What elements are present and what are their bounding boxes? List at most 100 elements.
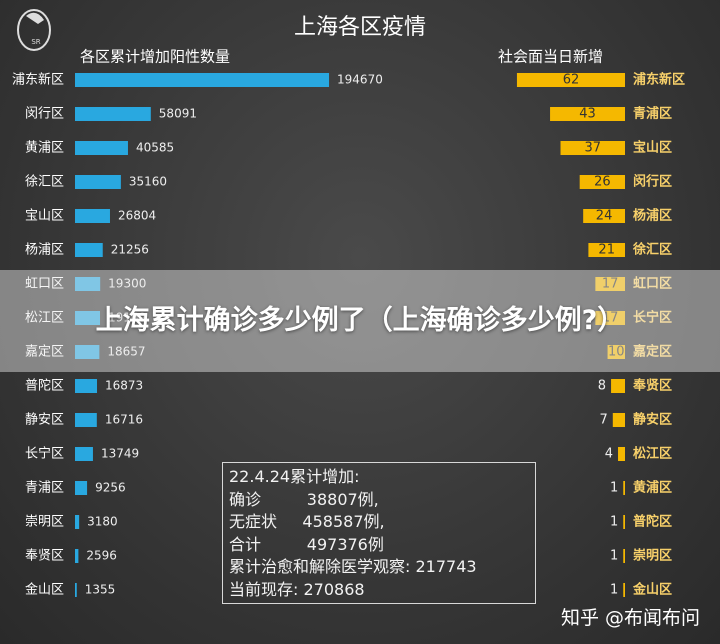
summary-line: 22.4.24累计增加: [229, 467, 360, 486]
category-label: 松江区 [25, 311, 64, 326]
value-label: 1 [610, 549, 618, 564]
bar [595, 311, 625, 325]
category-label: 长宁区 [25, 446, 64, 462]
category-label: 奉贤区 [25, 549, 64, 564]
value-label: 62 [563, 73, 580, 88]
value-label: 4 [605, 447, 613, 462]
bar [75, 345, 100, 359]
summary-line: 合计 497376例 [229, 534, 384, 554]
bar [623, 583, 625, 597]
bar [75, 141, 128, 155]
bar [595, 277, 625, 291]
category-label: 徐汇区 [632, 242, 672, 258]
category-label: 黄浦区 [633, 480, 672, 496]
category-label: 奉贤区 [632, 378, 672, 394]
bar [75, 515, 80, 529]
bar [612, 413, 625, 427]
category-label: 崇明区 [633, 548, 672, 564]
bar [623, 549, 625, 563]
left-chart-title: 各区累计增加阳性数量 [80, 48, 230, 66]
value-label: 194670 [337, 73, 383, 87]
category-label: 青浦区 [633, 106, 672, 122]
bar [75, 481, 88, 495]
category-label: 嘉定区 [632, 344, 672, 360]
summary-line: 当前现存: 270868 [229, 579, 365, 599]
category-label: 静安区 [25, 413, 64, 428]
banner: 上海累计确诊多少例了（上海确诊多少例?） [0, 270, 720, 372]
bar [75, 175, 121, 189]
value-label: 17 [602, 311, 619, 326]
value-label: 21256 [111, 243, 149, 257]
banner-text: 上海累计确诊多少例了（上海确诊多少例?） [95, 305, 625, 336]
category-label: 崇明区 [25, 515, 64, 530]
value-label: 8 [598, 379, 606, 394]
bar [75, 73, 330, 87]
value-label: 26804 [118, 209, 156, 223]
bar [611, 379, 625, 393]
bar [75, 209, 110, 223]
bar [618, 447, 625, 461]
category-label: 普陀区 [25, 378, 64, 394]
value-label: 17 [602, 277, 619, 292]
summary-line: 累计治愈和解除医学观察: 217743 [229, 557, 477, 577]
bar [75, 379, 98, 393]
category-label: 静安区 [633, 412, 672, 428]
category-label: 嘉定区 [25, 345, 64, 360]
bar [588, 243, 625, 257]
category-label: 闵行区 [633, 174, 672, 190]
bar [75, 243, 103, 257]
title: 上海各区疫情 [294, 15, 426, 40]
category-label: 徐汇区 [25, 175, 64, 190]
bar [75, 413, 97, 427]
value-label: 1 [610, 583, 618, 598]
watermark: 知乎 @布闻布问 [560, 607, 700, 629]
category-label: 浦东新区 [633, 72, 685, 88]
value-label: 2596 [86, 549, 117, 563]
value-label: 40585 [136, 141, 174, 155]
category-label: 青浦区 [25, 481, 64, 496]
right-chart-title: 社会面当日新增 [498, 48, 603, 66]
value-label: 1 [610, 515, 618, 530]
bar [75, 583, 77, 597]
bar [560, 141, 625, 155]
category-label: 虹口区 [633, 276, 672, 292]
logo: SR [17, 9, 51, 51]
value-label: 13749 [101, 447, 139, 461]
value-label: 35160 [129, 175, 167, 189]
value-label: 7 [600, 413, 608, 428]
bar [516, 73, 625, 87]
bar [607, 345, 625, 359]
value-label: 21 [598, 243, 615, 258]
bar [583, 209, 625, 223]
bar [550, 107, 625, 121]
value-label: 1 [610, 481, 618, 496]
bar [579, 175, 625, 189]
category-label: 杨浦区 [633, 208, 672, 224]
summary-line: 确诊 38807例, [229, 489, 379, 509]
value-label: 16873 [105, 379, 143, 393]
value-label: 16716 [105, 413, 143, 427]
bar [75, 277, 101, 291]
bar [75, 311, 101, 325]
category-label: 松江区 [633, 446, 672, 462]
category-label: 虹口区 [25, 277, 64, 292]
summary-line: 无症状 458587例, [229, 512, 385, 532]
category-label: 长宁区 [633, 310, 672, 326]
category-label: 宝山区 [633, 140, 672, 156]
category-label: 宝山区 [25, 209, 64, 224]
value-label: 37 [584, 141, 601, 156]
summary-box: 22.4.24累计增加: 确诊 38807例, 无症状 458587例, 合计 497… [222, 462, 536, 604]
value-label: 10 [608, 345, 625, 360]
value-label: 3180 [87, 515, 118, 529]
value-label: 9256 [95, 481, 126, 495]
logo-text: SR [31, 38, 40, 46]
category-label: 杨浦区 [25, 243, 64, 258]
bar [75, 549, 79, 563]
value-label: 1355 [85, 583, 116, 597]
value-label: 24 [596, 209, 613, 224]
value-label: 19300 [108, 277, 146, 291]
category-label: 黄浦区 [25, 141, 64, 156]
category-label: 闵行区 [25, 107, 64, 122]
value-label: 19169 [108, 311, 146, 325]
